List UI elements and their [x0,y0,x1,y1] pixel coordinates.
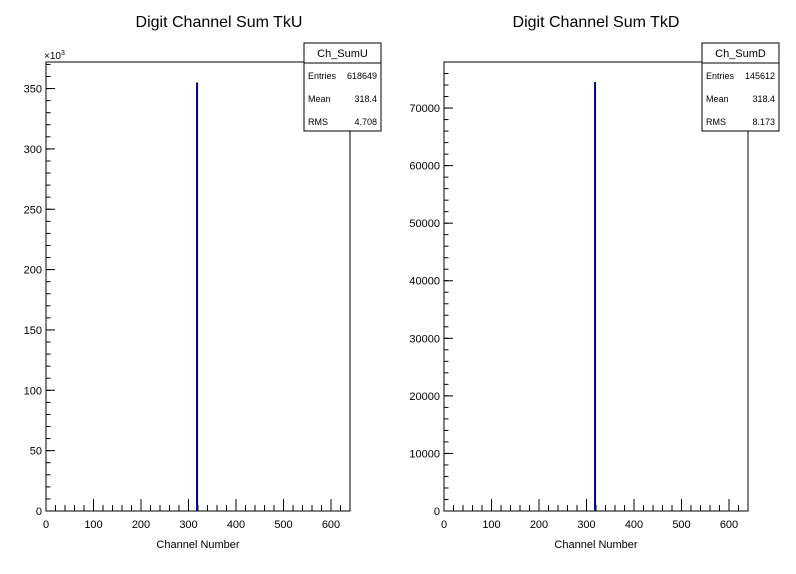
y-tick-label: 200 [24,265,42,277]
stats-value: 618649 [347,71,377,81]
x-tick-label: 200 [132,519,150,531]
x-axis-label: Channel Number [554,539,637,551]
stats-name: Ch_SumD [715,48,766,60]
stats-box [303,42,382,132]
y-tick-label: 150 [24,325,42,337]
chart-title: Digit Channel Sum TkD [513,14,680,31]
y-tick-label: 20000 [409,391,440,403]
y-tick-label: 300 [24,144,42,156]
x-tick-label: 400 [227,519,245,531]
y-tick-label: 0 [434,506,440,518]
stats-value: 145612 [745,71,775,81]
stats-label: Entries [706,71,735,81]
stats-value: 318.4 [752,94,775,104]
y-axis-multiplier-exponent: 3 [61,50,65,57]
x-tick-label: 600 [720,519,738,531]
stats-name: Ch_SumU [317,48,368,60]
stats-value: 8.173 [752,117,775,127]
x-tick-label: 400 [625,519,643,531]
chart-panel-2: Digit Channel Sum TkD 0 10000 20000 30000 400… [409,14,780,551]
x-tick-label: 200 [530,519,548,531]
y-tick-label: 30000 [409,333,440,345]
stats-value: 4.708 [354,117,377,127]
x-tick-label: 300 [179,519,197,531]
y-tick-label: 40000 [409,276,440,288]
y-tick-label: 100 [24,385,42,397]
y-axis-multiplier-base: ×10 [44,51,61,62]
x-tick-label: 500 [274,519,292,531]
x-tick-label: 300 [577,519,595,531]
stats-label: RMS [308,117,328,127]
x-tick-label: 0 [43,519,49,531]
y-tick-label: 0 [36,506,42,518]
x-axis-label: Channel Number [156,539,239,551]
stats-box [701,42,780,132]
y-tick-label: 10000 [409,448,440,460]
chart-title: Digit Channel Sum TkU [136,14,303,31]
x-tick-label: 100 [84,519,102,531]
y-tick-label: 50 [30,446,42,458]
x-tick-label: 600 [322,519,340,531]
y-tick-label: 60000 [409,161,440,173]
y-tick-label: 70000 [409,103,440,115]
y-tick-label: 350 [24,84,42,96]
stats-label: Entries [308,71,337,81]
y-tick-label: 50000 [409,218,440,230]
stats-label: Mean [706,94,729,104]
x-tick-label: 0 [441,519,447,531]
y-axis-multiplier: ×103 [44,50,65,62]
x-tick-label: 100 [482,519,500,531]
x-tick-label: 500 [672,519,690,531]
y-tick-label: 250 [24,204,42,216]
stats-value: 318.4 [354,94,377,104]
stats-label: RMS [706,117,726,127]
chart-panel-1: Digit Channel Sum TkU 0 50 100 150 200 250 300 3… [24,14,382,551]
stats-label: Mean [308,94,331,104]
